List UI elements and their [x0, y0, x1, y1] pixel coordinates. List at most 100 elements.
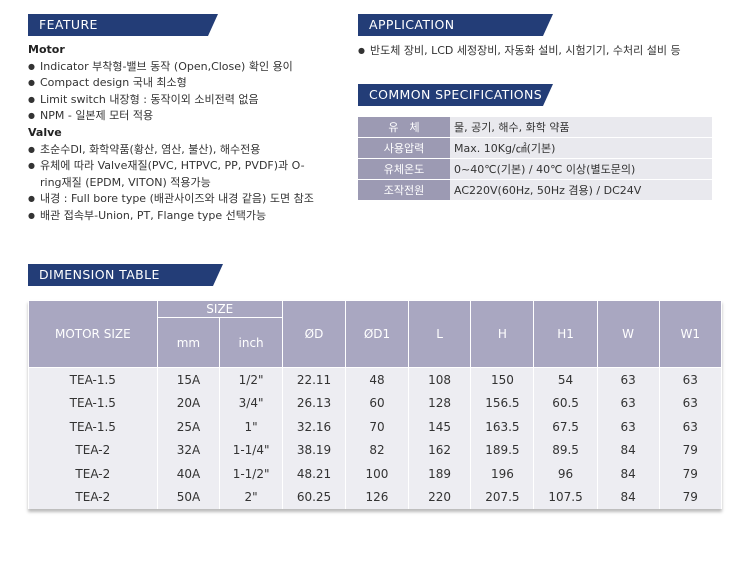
data-cell: 50A [156, 485, 221, 509]
data-cell: 20A [156, 391, 221, 415]
data-cell: 1" [219, 415, 283, 439]
data-cell: 108 [407, 367, 472, 392]
data-cell: 63 [596, 367, 660, 392]
application-item: 반도체 장비, LCD 세정장비, 자동화 설비, 시험기기, 수처리 설비 등 [358, 43, 728, 60]
header-cell: SIZE [156, 300, 283, 318]
data-row: TEA-1.5 15A 1/2" 22.11 48 108 150 54 63 63 [28, 367, 723, 392]
data-cell: TEA-1.5 [28, 415, 158, 439]
header-cell: W [596, 300, 660, 368]
data-cell: 96 [533, 462, 598, 486]
data-cell: 156.5 [470, 391, 535, 415]
spec-label: 유체온도 [358, 159, 450, 179]
data-cell: 63 [658, 367, 723, 392]
data-cell: 189.5 [470, 438, 535, 462]
data-cell: TEA-1.5 [28, 391, 158, 415]
spec-row: 유 체 물, 공기, 해수, 화학 약품 [358, 117, 712, 137]
data-cell: 162 [407, 438, 472, 462]
data-cell: 40A [156, 462, 221, 486]
header-cell: W1 [658, 300, 723, 368]
header-cell: mm [156, 317, 221, 368]
data-cell: 25A [156, 415, 221, 439]
data-cell: 1-1/4" [219, 438, 283, 462]
data-cell: 150 [470, 367, 535, 392]
header-row: MOTOR SIZE SIZE ØD ØD1 L H H1 W W1 [28, 300, 723, 368]
feature-item: NPM - 일본제 모터 적용 [28, 108, 318, 125]
data-cell: 48 [345, 367, 409, 392]
feature-title: FEATURE [28, 14, 218, 36]
feature-list: Motor Indicator 부착형-밸브 동작 (Open,Close) 확인… [28, 42, 318, 225]
header-cell: H [470, 300, 535, 368]
data-row: TEA-2 40A 1-1/2" 48.21 100 189 196 96 84 79 [28, 462, 723, 486]
data-cell: 196 [470, 462, 535, 486]
data-cell: 163.5 [470, 415, 535, 439]
data-cell: 100 [345, 462, 409, 486]
data-cell: 63 [658, 415, 723, 439]
data-cell: 79 [658, 462, 723, 486]
data-cell: 22.11 [281, 367, 347, 392]
application-title: APPLICATION [358, 14, 553, 36]
feature-item: 초순수DI, 화학약품(황산, 염산, 불산), 해수전용 [28, 142, 318, 159]
feature-item: 유체에 따라 Valve재질(PVC, HTPVC, PP, PVDF)과 O-… [28, 158, 318, 191]
feature-item: 내경 : Full bore type (배관사이즈와 내경 같음) 도면 참조 [28, 191, 318, 208]
data-row: TEA-1.5 20A 3/4" 26.13 60 128 156.5 60.5 63 63 [28, 391, 723, 415]
data-cell: 15A [156, 367, 221, 392]
data-cell: 63 [596, 391, 660, 415]
header-cell: MOTOR SIZE [28, 300, 158, 368]
data-cell: 82 [345, 438, 409, 462]
data-cell: 84 [596, 462, 660, 486]
dimension-title: DIMENSION TABLE [28, 264, 223, 286]
dimension-table: MOTOR SIZE SIZE ØD ØD1 L H H1 W W1 mm inch TEA-1.5 1… [28, 300, 723, 509]
spec-row: 사용압력 Max. 10Kg/㎠(기본) [358, 138, 712, 158]
feature-item: Indicator 부착형-밸브 동작 (Open,Close) 확인 용이 [28, 59, 318, 76]
data-row: TEA-2 32A 1-1/4" 38.19 82 162 189.5 89.5 84 79 [28, 438, 723, 462]
data-cell: 207.5 [470, 485, 535, 509]
data-cell: 32.16 [281, 415, 347, 439]
data-cell: 60.25 [281, 485, 347, 509]
data-cell: 220 [407, 485, 472, 509]
data-cell: 63 [596, 415, 660, 439]
spec-value: Max. 10Kg/㎠(기본) [450, 138, 712, 158]
header-cell: ØD1 [345, 300, 409, 368]
data-cell: TEA-2 [28, 438, 158, 462]
data-cell: 60.5 [533, 391, 598, 415]
header-cell: inch [219, 317, 283, 368]
data-cell: TEA-2 [28, 485, 158, 509]
data-cell: 48.21 [281, 462, 347, 486]
data-cell: 1/2" [219, 367, 283, 392]
feature-item: Limit switch 내장형 : 동작이외 소비전력 없음 [28, 92, 318, 109]
data-cell: 54 [533, 367, 598, 392]
feature-item: Compact design 국내 최소형 [28, 75, 318, 92]
specs-table: 유 체 물, 공기, 해수, 화학 약품 사용압력 Max. 10Kg/㎠(기본) 유체… [358, 116, 712, 201]
data-cell: 1-1/2" [219, 462, 283, 486]
data-cell: 79 [658, 485, 723, 509]
spec-label: 유 체 [358, 117, 450, 137]
data-cell: 38.19 [281, 438, 347, 462]
group-heading: Motor [28, 43, 65, 56]
spec-row: 조작전원 AC220V(60Hz, 50Hz 겸용) / DC24V [358, 180, 712, 200]
spec-value: AC220V(60Hz, 50Hz 겸용) / DC24V [450, 180, 712, 200]
data-cell: 107.5 [533, 485, 598, 509]
data-cell: TEA-2 [28, 462, 158, 486]
spec-value: 0~40℃(기본) / 40℃ 이상(별도문의) [450, 159, 712, 179]
spec-label: 조작전원 [358, 180, 450, 200]
data-cell: 60 [345, 391, 409, 415]
data-cell: 128 [407, 391, 472, 415]
data-cell: 26.13 [281, 391, 347, 415]
data-row: TEA-1.5 25A 1" 32.16 70 145 163.5 67.5 63 63 [28, 415, 723, 439]
feature-item: 배관 접속부-Union, PT, Flange type 선택가능 [28, 208, 318, 225]
data-cell: 189 [407, 462, 472, 486]
spec-label: 사용압력 [358, 138, 450, 158]
data-cell: 67.5 [533, 415, 598, 439]
specs-title: COMMON SPECIFICATIONS [358, 84, 553, 106]
data-cell: 63 [658, 391, 723, 415]
data-cell: 3/4" [219, 391, 283, 415]
data-cell: 84 [596, 485, 660, 509]
data-cell: 84 [596, 438, 660, 462]
spec-value: 물, 공기, 해수, 화학 약품 [450, 117, 712, 137]
header-row: mm inch [29, 317, 722, 368]
data-cell: 70 [345, 415, 409, 439]
data-cell: 89.5 [533, 438, 598, 462]
data-cell: 32A [156, 438, 221, 462]
data-cell: 145 [407, 415, 472, 439]
